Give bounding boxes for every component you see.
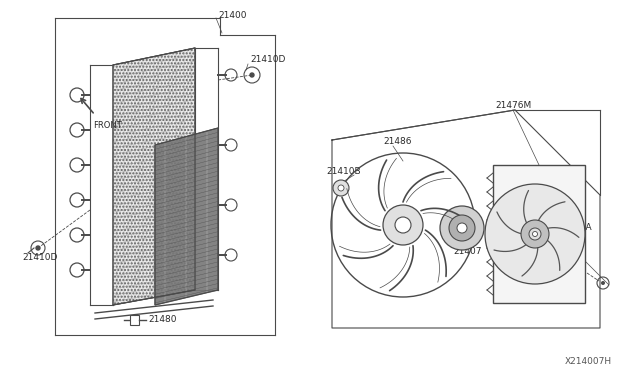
Text: 21480: 21480 — [148, 315, 177, 324]
Circle shape — [338, 185, 344, 191]
Text: 21486: 21486 — [383, 138, 412, 147]
Circle shape — [36, 246, 40, 250]
Circle shape — [250, 73, 254, 77]
Text: 21407: 21407 — [453, 247, 481, 257]
Circle shape — [395, 217, 411, 233]
Text: X214007H: X214007H — [565, 357, 612, 366]
Circle shape — [333, 180, 349, 196]
Text: 21410D: 21410D — [250, 55, 285, 64]
Circle shape — [601, 281, 605, 285]
Polygon shape — [155, 128, 218, 305]
Text: 21410B: 21410B — [326, 167, 360, 176]
Circle shape — [521, 220, 549, 248]
Polygon shape — [113, 48, 195, 305]
Text: 21410A: 21410A — [557, 224, 591, 232]
Circle shape — [457, 223, 467, 233]
Circle shape — [440, 206, 484, 250]
Text: FRONT: FRONT — [93, 121, 122, 129]
Bar — [130, 315, 139, 325]
Circle shape — [485, 184, 585, 284]
Circle shape — [532, 231, 538, 237]
Text: 21400: 21400 — [218, 10, 246, 19]
Bar — [493, 165, 585, 303]
Circle shape — [383, 205, 423, 245]
Text: 21476M: 21476M — [495, 102, 531, 110]
Circle shape — [529, 228, 541, 240]
Circle shape — [449, 215, 475, 241]
Text: 21410D: 21410D — [22, 253, 58, 263]
